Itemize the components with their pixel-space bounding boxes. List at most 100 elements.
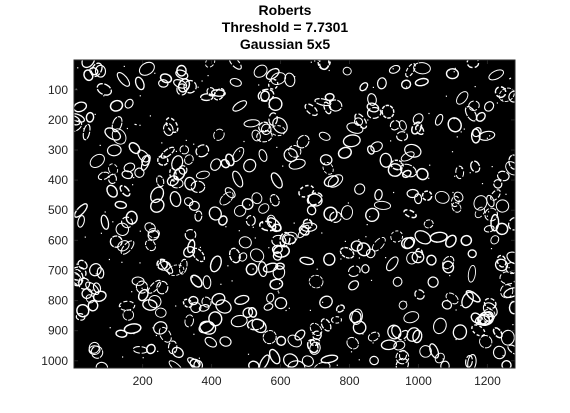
edge-speck <box>252 268 254 270</box>
edge-speck <box>288 307 290 309</box>
cell-edge <box>262 262 279 273</box>
cell-edge <box>327 174 344 188</box>
cell-edge <box>204 60 216 68</box>
cell-edge <box>251 192 263 205</box>
edge-speck <box>278 292 280 294</box>
cell-edge <box>308 274 324 289</box>
edge-speck <box>372 342 374 344</box>
cell-edge <box>183 245 196 258</box>
cell-edge <box>398 300 408 310</box>
y-tick-label: 600 <box>48 233 68 247</box>
cell-edge <box>251 129 261 142</box>
cell-edge <box>147 228 160 239</box>
cell-edge <box>397 329 409 341</box>
cell-edge <box>401 169 412 179</box>
cell-edge <box>109 99 124 112</box>
cell-edge <box>121 170 134 180</box>
edge-speck <box>453 118 455 120</box>
edge-speck <box>442 358 444 360</box>
cell-edge <box>193 359 204 368</box>
edge-speck <box>103 95 105 97</box>
cell-edge <box>440 360 450 368</box>
edge-speck <box>185 139 187 141</box>
cell-edge <box>188 295 199 306</box>
cell-edge <box>483 297 497 310</box>
cell-edge <box>96 267 105 279</box>
cell-edge <box>266 292 275 303</box>
cell-edge <box>137 288 149 302</box>
cell-edge <box>208 311 223 327</box>
edge-speck <box>131 175 133 177</box>
edge-speck <box>491 166 493 168</box>
edge-speck <box>508 267 510 269</box>
cell-edge <box>393 340 406 351</box>
edge-speck <box>276 146 278 148</box>
cell-edge <box>376 77 387 90</box>
x-tick-label: 200 <box>133 374 153 388</box>
cell-edge <box>95 361 109 368</box>
cell-edge <box>268 112 278 126</box>
cell-edge <box>245 214 256 227</box>
cell-edge <box>429 231 448 243</box>
edge-speck <box>456 136 458 138</box>
title-line-threshold: Threshold = 7.7301 <box>221 19 349 35</box>
edge-speck <box>369 216 371 218</box>
cell-edge <box>228 60 242 70</box>
cell-edge <box>176 64 187 77</box>
edge-speck <box>328 69 330 72</box>
cell-edge <box>323 101 332 115</box>
cell-edge <box>94 64 107 78</box>
cell-edge <box>298 184 315 198</box>
edge-speck <box>406 86 408 88</box>
cell-edge <box>145 343 156 355</box>
edge-speck <box>502 355 504 357</box>
cell-edge <box>445 292 459 305</box>
cell-edge <box>243 119 260 128</box>
edge-speck <box>486 137 488 139</box>
edge-speck <box>139 95 141 97</box>
edge-speck <box>501 99 503 101</box>
cell-edge <box>498 87 515 103</box>
cell-edge <box>159 259 174 274</box>
cell-edge <box>433 317 447 335</box>
edge-speck <box>193 333 195 335</box>
edge-speck <box>497 239 499 241</box>
cell-edge <box>299 256 315 266</box>
edge-speck <box>309 309 311 311</box>
cell-edge <box>381 104 395 119</box>
cell-edge <box>415 247 424 258</box>
edge-speck <box>282 165 284 167</box>
edge-speck <box>175 150 177 152</box>
cell-edge <box>83 69 94 82</box>
cell-edge <box>131 276 145 286</box>
y-tick-label: 700 <box>48 263 68 277</box>
cell-edge <box>294 329 306 341</box>
cell-edge <box>309 338 321 347</box>
edge-speck <box>359 244 361 246</box>
cell-edge <box>116 71 131 87</box>
y-tick-label: 800 <box>48 294 68 308</box>
cell-edge <box>396 131 409 142</box>
edge-speck <box>268 106 270 108</box>
cell-edge <box>74 269 84 287</box>
edge-speck <box>133 333 135 335</box>
edge-speck <box>400 163 402 165</box>
title-line-filter: Gaussian 5x5 <box>239 36 331 52</box>
cell-edge <box>500 329 515 346</box>
cell-edge <box>296 134 310 149</box>
cell-edge <box>97 171 110 181</box>
cell-edge <box>253 64 268 78</box>
cell-edge <box>464 106 478 122</box>
x-tick-label: 1200 <box>474 374 501 388</box>
cell-edge <box>150 186 165 204</box>
axis-ticks: 200 400 600 800 1000 1200 100 200 300 400 500 600 70… <box>41 60 515 388</box>
cell-edge <box>366 145 375 155</box>
edge-speck <box>207 75 209 77</box>
cell-edge <box>347 265 361 277</box>
cell-edge <box>87 299 99 312</box>
y-tick-label: 100 <box>48 83 68 97</box>
edge-speck <box>123 142 125 144</box>
cell-edge <box>467 354 477 368</box>
edge-speck <box>469 172 471 174</box>
cell-edge <box>348 280 360 291</box>
